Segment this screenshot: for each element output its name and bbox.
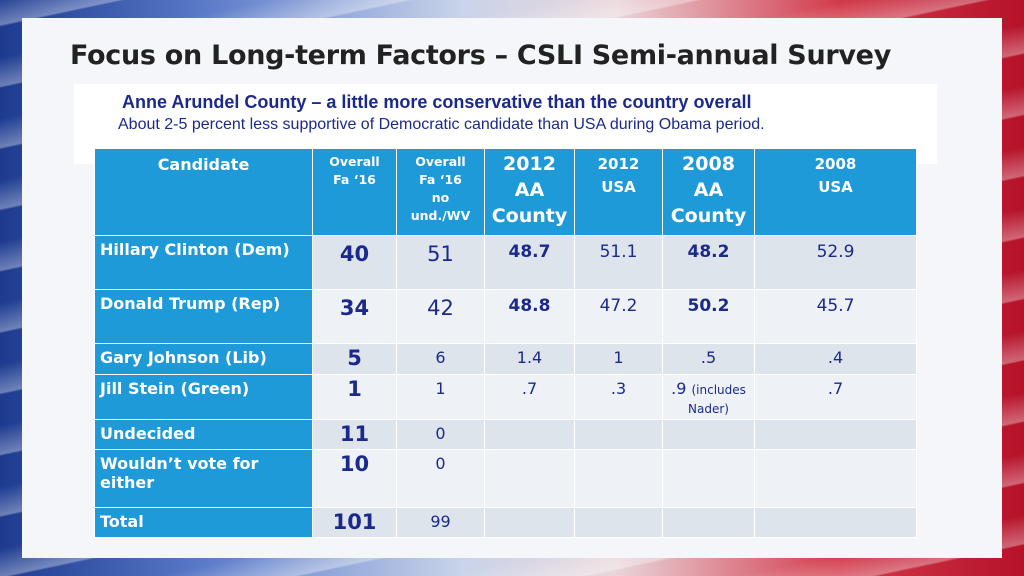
value-cell: 99 [396, 507, 485, 538]
header-2008-usa: 2008 USA [754, 148, 917, 236]
value-note: (includes Nader) [688, 383, 746, 416]
value-cell [662, 449, 755, 508]
table-row: Hillary Clinton (Dem) 40 51 48.7 51.1 48… [94, 235, 917, 290]
slide: Focus on Long-term Factors – CSLI Semi-a… [22, 18, 1002, 558]
value-cell: 101 [312, 507, 397, 538]
value-cell: 48.7 [484, 235, 575, 290]
value-cell [662, 507, 755, 538]
value-cell [484, 419, 575, 450]
value-cell: 51.1 [574, 235, 663, 290]
value-cell: 0 [396, 419, 485, 450]
table-row: Donald Trump (Rep) 34 42 48.8 47.2 50.2 … [94, 289, 917, 344]
value-text: .9 [671, 379, 687, 398]
value-cell: 47.2 [574, 289, 663, 344]
candidate-cell: Total [94, 507, 313, 538]
candidate-cell: Jill Stein (Green) [94, 374, 313, 420]
value-cell: 1 [574, 343, 663, 375]
value-cell: 34 [312, 289, 397, 344]
value-cell: 1.4 [484, 343, 575, 375]
value-cell: 6 [396, 343, 485, 375]
value-cell: 11 [312, 419, 397, 450]
value-cell: 42 [396, 289, 485, 344]
value-cell [574, 507, 663, 538]
header-overall-fa16: Overall Fa ‘16 [312, 148, 397, 236]
value-cell [574, 419, 663, 450]
table-row: Undecided 11 0 [94, 419, 917, 450]
header-candidate: Candidate [94, 148, 313, 236]
value-cell: 51 [396, 235, 485, 290]
value-cell: .9 (includes Nader) [662, 374, 755, 420]
header-overall-fa16-no-und: Overall Fa ‘16 no und./WV [396, 148, 485, 236]
header-2008-usa-text: 2008 USA [814, 155, 857, 196]
slide-title: Focus on Long-term Factors – CSLI Semi-a… [70, 40, 891, 71]
value-cell: 48.2 [662, 235, 755, 290]
candidate-cell: Wouldn’t vote for either [94, 449, 313, 508]
candidate-cell: Undecided [94, 419, 313, 450]
value-cell: 5 [312, 343, 397, 375]
value-cell [662, 419, 755, 450]
table-row: Jill Stein (Green) 1 1 .7 .3 .9 (include… [94, 374, 917, 420]
value-cell: .3 [574, 374, 663, 420]
value-cell: .7 [484, 374, 575, 420]
value-cell: 52.9 [754, 235, 917, 290]
value-cell: 1 [312, 374, 397, 420]
table-row: Total 101 99 [94, 507, 917, 538]
slide-note: About 2-5 percent less supportive of Dem… [118, 116, 765, 133]
value-cell: .5 [662, 343, 755, 375]
header-2012-usa-text: 2012 USA [597, 155, 640, 196]
value-cell: .4 [754, 343, 917, 375]
value-cell: 1 [396, 374, 485, 420]
slide-subtitle: Anne Arundel County – a little more cons… [122, 92, 752, 112]
value-cell: 48.8 [484, 289, 575, 344]
candidate-cell: Gary Johnson (Lib) [94, 343, 313, 375]
value-cell: 45.7 [754, 289, 917, 344]
value-cell [754, 419, 917, 450]
poll-results-table: Candidate Overall Fa ‘16 Overall Fa ‘16 … [94, 148, 917, 538]
value-cell: 50.2 [662, 289, 755, 344]
candidate-cell: Hillary Clinton (Dem) [94, 235, 313, 290]
header-2012-aa-county-text: 2012 AA County [491, 153, 568, 227]
header-2008-aa-county-text: 2008 AA County [670, 153, 747, 227]
value-cell [484, 449, 575, 508]
value-cell: 0 [396, 449, 485, 508]
table-header-row: Candidate Overall Fa ‘16 Overall Fa ‘16 … [94, 148, 917, 236]
value-cell [754, 449, 917, 508]
value-cell: .7 [754, 374, 917, 420]
header-2012-usa: 2012 USA [574, 148, 663, 236]
value-cell [754, 507, 917, 538]
value-cell: 40 [312, 235, 397, 290]
header-2008-aa-county: 2008 AA County [662, 148, 755, 236]
value-cell [574, 449, 663, 508]
header-overall-fa16-no-und-text: Overall Fa ‘16 no und./WV [410, 154, 471, 223]
candidate-cell: Donald Trump (Rep) [94, 289, 313, 344]
table-row: Gary Johnson (Lib) 5 6 1.4 1 .5 .4 [94, 343, 917, 375]
header-overall-fa16-text: Overall Fa ‘16 [329, 154, 380, 187]
table-row: Wouldn’t vote for either 10 0 [94, 449, 917, 508]
value-cell [484, 507, 575, 538]
header-2012-aa-county: 2012 AA County [484, 148, 575, 236]
value-cell: 10 [312, 449, 397, 508]
